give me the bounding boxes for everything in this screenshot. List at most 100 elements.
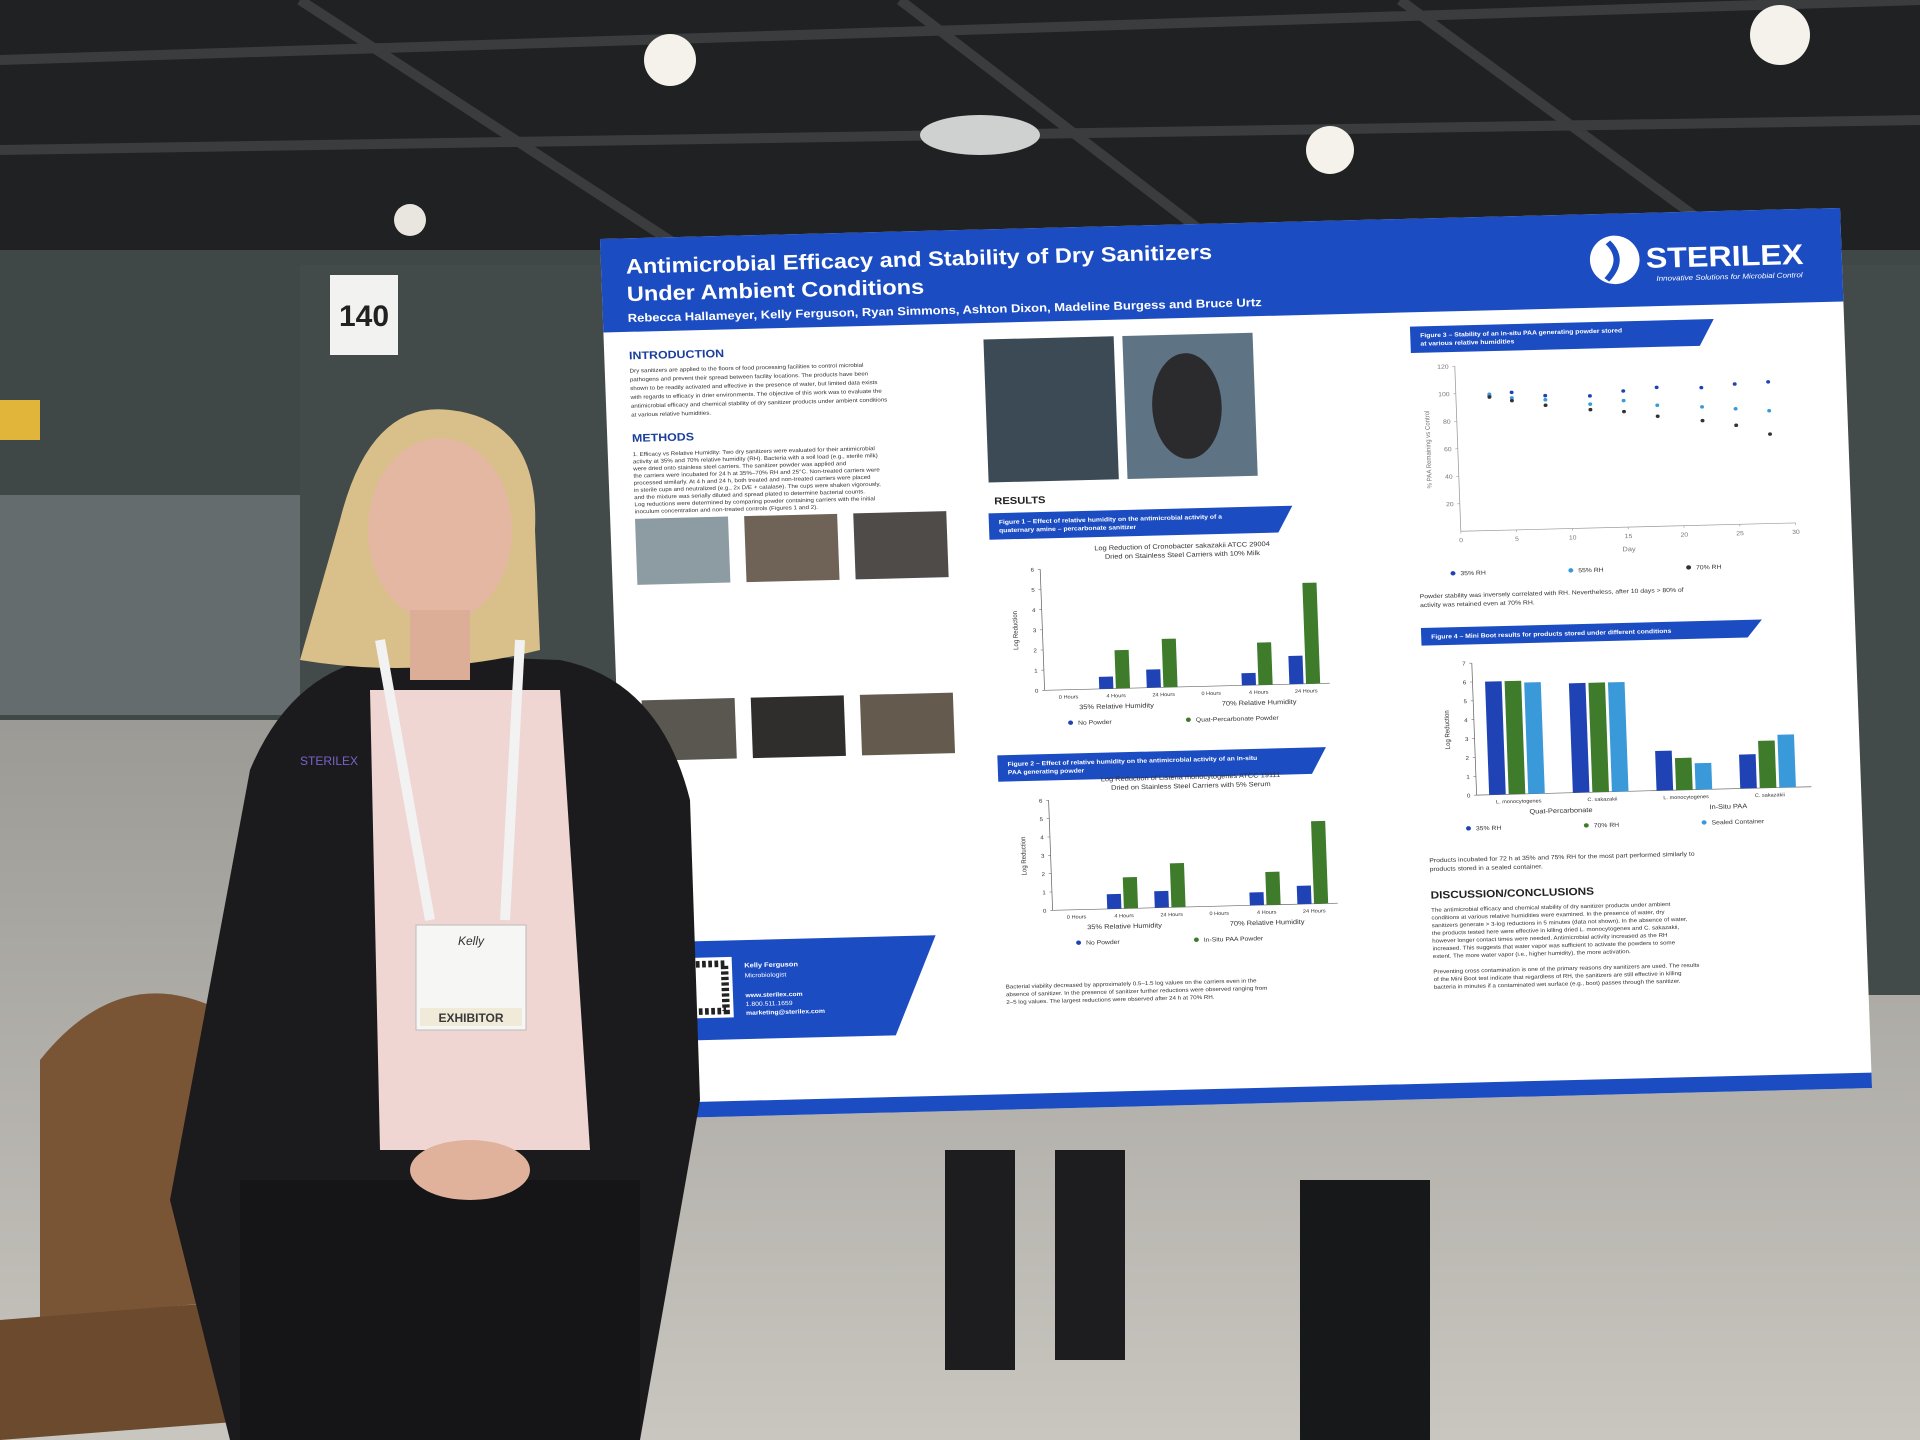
axis (1460, 522, 1796, 532)
ceiling-light (394, 204, 426, 236)
x-tick-label: 4 Hours (1257, 910, 1277, 916)
intro-text: pathogens and prevent their spread betwe… (630, 372, 868, 384)
bar (1288, 655, 1304, 685)
figure-banner (1420, 619, 1762, 646)
photo-lab (859, 692, 956, 756)
bar (1122, 877, 1139, 909)
x-tick-label: 4 Hours (1106, 693, 1126, 699)
photo-lab (853, 511, 949, 580)
y-tick-label: 3 (1465, 737, 1469, 743)
scatter-point (1699, 385, 1704, 390)
y-tick-label: 4 (1032, 608, 1036, 614)
axis (1052, 902, 1338, 911)
methods-text: processed similarly. At 4 h and 24 h, bo… (634, 475, 871, 487)
photo-lab (750, 695, 846, 759)
legend-swatch (1583, 823, 1589, 828)
x-tick-label: 10 (1569, 535, 1577, 542)
scatter-point (1587, 394, 1592, 398)
x-tick-label: 4 Hours (1249, 690, 1269, 696)
y-tick-label: 5 (1031, 588, 1035, 594)
trousers (240, 1180, 640, 1440)
axis (1048, 800, 1053, 911)
legend-swatch (1185, 717, 1191, 722)
y-axis-label: Log Reduction (1020, 836, 1029, 876)
scatter-point (1543, 403, 1548, 408)
y-tick-label: 60 (1444, 446, 1452, 453)
chair-seat (0, 1300, 260, 1440)
figure-banner (997, 747, 1326, 782)
x-tick-label: 0 (1459, 538, 1463, 545)
methods-text: 1. Efficacy vs Relative Humidity: Two dr… (633, 446, 875, 458)
bar (1739, 754, 1757, 789)
y-axis-label: Log Reduction (1012, 611, 1021, 651)
figure-caption: products stored in a sealed container. (1430, 864, 1544, 873)
figure-banner-text: Figure 3 – Stability of an in-situ PAA g… (1420, 328, 1622, 340)
discussion-text: bacteria in minutes if a contaminated we… (1434, 979, 1681, 991)
group-label: 70% Relative Humidity (1222, 699, 1297, 707)
logo-tagline: Innovative Solutions for Microbial Contr… (1656, 271, 1803, 283)
y-tick-label: 2 (1042, 872, 1046, 878)
hands (410, 1140, 530, 1200)
logo-text: STERILEX (1645, 239, 1804, 275)
scatter-point (1487, 395, 1492, 399)
y-tick-label: 2 (1466, 756, 1470, 762)
results-caption: Bacterial viability decreased by approxi… (1006, 979, 1257, 991)
x-tick-label: C. sakazakii (1587, 797, 1617, 803)
badge-name: Kelly (458, 934, 485, 948)
group-label: 35% Relative Humidity (1079, 703, 1154, 711)
photo-lab (635, 516, 731, 585)
legend-swatch (1193, 937, 1199, 942)
legend-label: 70% RH (1696, 564, 1722, 571)
x-tick-label: C. sakazakii (1755, 792, 1785, 798)
legend-swatch (1466, 826, 1471, 831)
group-label: In-Situ PAA (1709, 803, 1747, 811)
section-heading: METHODS (632, 431, 695, 445)
bar (1524, 682, 1545, 794)
bar (1098, 676, 1114, 689)
intro-text: shown to be readily activated and effect… (630, 380, 877, 392)
intro-text: at various relative humidities. (631, 411, 711, 419)
x-tick-label: 24 Hours (1160, 912, 1183, 918)
discussion-text: extent. The more water vapor (i.e., high… (1433, 949, 1632, 960)
contact-role: Microbiologist (745, 972, 787, 980)
discussion-text: of the Mini Boot test indicate that rega… (1434, 971, 1682, 983)
methods-text: inoculum concentration and non-treated c… (635, 505, 819, 515)
scatter-point (1543, 398, 1548, 402)
section-heading: INTRODUCTION (629, 348, 724, 363)
bar (1674, 757, 1693, 791)
badge-label: EXHIBITOR (438, 1011, 503, 1025)
chart-subtitle: Dried on Stainless Steel Carriers with 5… (1111, 781, 1271, 792)
distant-sign (0, 400, 40, 440)
x-tick-label: 5 (1515, 536, 1519, 543)
side-panel (0, 495, 300, 715)
legend-swatch (1701, 820, 1707, 825)
scatter-point (1700, 418, 1705, 423)
scatter-point (1700, 405, 1705, 409)
figure-caption: activity was retained even at 70% RH. (1420, 600, 1535, 609)
x-tick-label: 24 Hours (1152, 692, 1175, 698)
bar (1265, 871, 1281, 905)
x-tick-label: 4 Hours (1114, 913, 1134, 919)
x-tick-label: 15 (1625, 533, 1633, 540)
contact-phone: 1.800.511.1659 (746, 1000, 793, 1008)
y-axis-label: Log Reduction (1443, 710, 1452, 750)
scatter-point (1767, 408, 1772, 413)
scatter-point (1509, 398, 1514, 403)
bar (1588, 682, 1609, 793)
group-label: Quat-Percarbonate (1529, 807, 1592, 815)
scatter-point (1734, 423, 1739, 428)
legend-label: Quat-Percarbonate Powder (1196, 715, 1280, 724)
group-label: 35% Relative Humidity (1087, 923, 1162, 931)
methods-text: Log reductions were determined by compar… (634, 496, 875, 508)
x-axis-label: Day (1622, 546, 1636, 553)
figure-banner-text: at various relative humidities (1420, 339, 1515, 348)
y-tick-label: 40 (1445, 474, 1453, 481)
x-tick-label: 24 Hours (1303, 909, 1326, 915)
y-tick-label: 6 (1030, 568, 1034, 574)
y-tick-label: 3 (1033, 628, 1037, 634)
scatter-point (1733, 407, 1738, 411)
badge-ribbon (420, 1008, 522, 1026)
